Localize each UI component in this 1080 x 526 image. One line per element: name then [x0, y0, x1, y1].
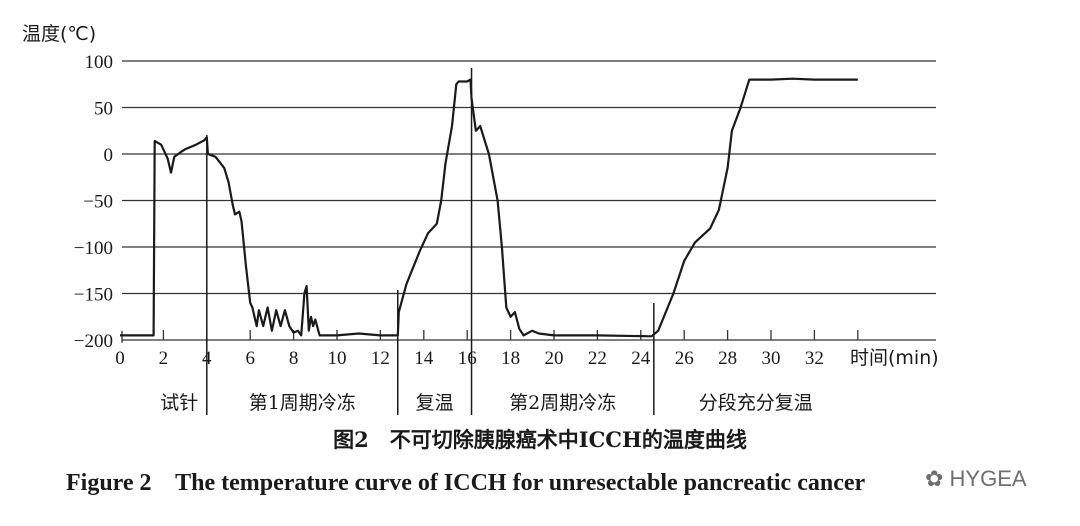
x-tick-label: 18 — [501, 348, 520, 369]
x-tick-label: 20 — [545, 348, 564, 369]
caption-english: Figure 2 The temperature curve of ICCH f… — [66, 470, 866, 496]
x-tick-label: 0 — [115, 348, 125, 369]
watermark-text: HYGEA — [949, 466, 1027, 491]
x-tick-label: 16 — [458, 348, 477, 369]
caption-chinese: 图2 不可切除胰腺癌术中ICCH的温度曲线 — [333, 427, 747, 452]
x-tick-label: 2 — [159, 348, 169, 369]
phase-label: 第2周期冷冻 — [509, 392, 616, 414]
x-tick-label: 10 — [328, 348, 347, 369]
x-tick-label: 12 — [371, 348, 390, 369]
phase-label: 试针 — [160, 392, 198, 414]
x-tick-label: 26 — [675, 348, 694, 369]
x-tick-label: 8 — [289, 348, 299, 369]
x-tick-label: 30 — [762, 348, 781, 369]
y-tick-label: −100 — [74, 238, 113, 259]
y-tick-label: −200 — [74, 331, 113, 352]
phase-label: 第1周期冷冻 — [249, 392, 356, 414]
x-tick-label: 32 — [805, 348, 824, 369]
phase-label: 分段充分复温 — [699, 392, 813, 414]
y-tick-label: 100 — [85, 52, 114, 73]
x-tick-label: 6 — [245, 348, 255, 369]
y-tick-label: −50 — [83, 192, 113, 213]
y-tick-label: 50 — [94, 99, 113, 120]
phase-label: 复温 — [416, 392, 454, 414]
x-tick-label: 24 — [631, 348, 651, 369]
x-tick-label: 14 — [414, 348, 434, 369]
y-tick-label: 0 — [104, 145, 114, 166]
wechat-icon: ✿ — [925, 466, 950, 491]
x-tick-label: 22 — [588, 348, 607, 369]
x-tick-label: 28 — [718, 348, 737, 369]
x-axis-label: 时间(min) — [850, 347, 939, 369]
temperature-line — [120, 77, 858, 338]
y-tick-label: −150 — [74, 285, 113, 306]
watermark: ✿ HYGEA — [925, 466, 1027, 492]
y-axis-label: 温度(℃) — [22, 23, 96, 45]
